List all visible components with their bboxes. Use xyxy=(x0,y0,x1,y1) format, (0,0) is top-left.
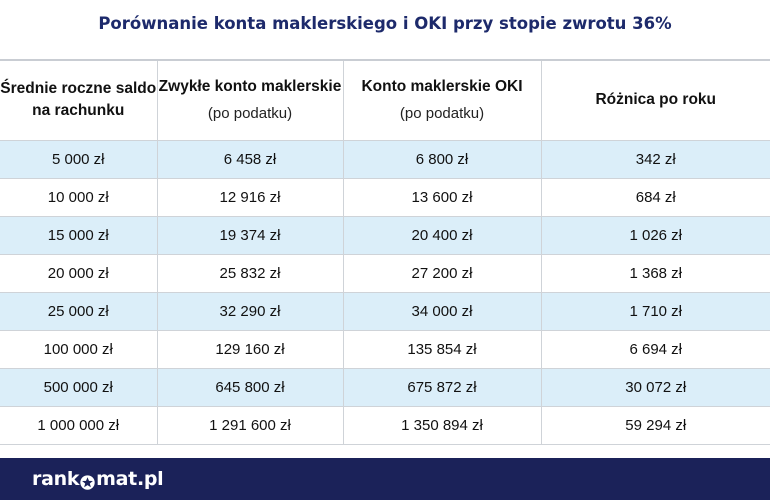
cell-regular: 32 290 zł xyxy=(156,291,344,331)
star-icon xyxy=(80,473,95,490)
cell-balance: 20 000 zł xyxy=(0,253,158,293)
footer-bar: rank mat.pl xyxy=(0,458,770,500)
cell-regular: 1 291 600 zł xyxy=(156,405,344,445)
cell-balance: 10 000 zł xyxy=(0,177,158,217)
logo-text-right: mat.pl xyxy=(96,468,164,490)
table-row: 500 000 zł 645 800 zł 675 872 zł 30 072 … xyxy=(0,367,770,407)
header-sublabel: (po podatku) xyxy=(399,104,485,122)
header-oki-account: Konto maklerskie OKI (po podatku) xyxy=(342,59,542,141)
header-label: Zwykłe konto maklerskie xyxy=(158,77,342,95)
table-row: 25 000 zł 32 290 zł 34 000 zł 1 710 zł xyxy=(0,291,770,331)
comparison-table: Średnie roczne saldo na rachunku Zwykłe … xyxy=(0,59,770,445)
cell-regular: 129 160 zł xyxy=(156,329,344,369)
header-difference: Różnica po roku xyxy=(540,59,770,141)
rankomat-logo[interactable]: rank mat.pl xyxy=(32,468,164,490)
cell-oki: 6 800 zł xyxy=(342,139,542,179)
cell-difference: 1 026 zł xyxy=(540,215,770,255)
cell-balance: 1 000 000 zł xyxy=(0,405,158,445)
table-row: 5 000 zł 6 458 zł 6 800 zł 342 zł xyxy=(0,139,770,179)
header-label: Konto maklerskie OKI xyxy=(361,77,523,95)
cell-regular: 12 916 zł xyxy=(156,177,344,217)
table-header-row: Średnie roczne saldo na rachunku Zwykłe … xyxy=(0,59,770,141)
cell-balance: 25 000 zł xyxy=(0,291,158,331)
cell-difference: 342 zł xyxy=(540,139,770,179)
table-row: 100 000 zł 129 160 zł 135 854 zł 6 694 z… xyxy=(0,329,770,369)
cell-regular: 645 800 zł xyxy=(156,367,344,407)
cell-balance: 500 000 zł xyxy=(0,367,158,407)
cell-oki: 135 854 zł xyxy=(342,329,542,369)
cell-regular: 6 458 zł xyxy=(156,139,344,179)
cell-difference: 59 294 zł xyxy=(540,405,770,445)
cell-difference: 1 710 zł xyxy=(540,291,770,331)
header-regular-account: Zwykłe konto maklerskie (po podatku) xyxy=(156,59,344,141)
cell-oki: 13 600 zł xyxy=(342,177,542,217)
table-row: 20 000 zł 25 832 zł 27 200 zł 1 368 zł xyxy=(0,253,770,293)
cell-oki: 1 350 894 zł xyxy=(342,405,542,445)
table-row: 15 000 zł 19 374 zł 20 400 zł 1 026 zł xyxy=(0,215,770,255)
cell-difference: 1 368 zł xyxy=(540,253,770,293)
cell-difference: 30 072 zł xyxy=(540,367,770,407)
cell-regular: 25 832 zł xyxy=(156,253,344,293)
cell-difference: 684 zł xyxy=(540,177,770,217)
cell-oki: 34 000 zł xyxy=(342,291,542,331)
cell-oki: 27 200 zł xyxy=(342,253,542,293)
header-sublabel: (po podatku) xyxy=(207,104,293,122)
header-label: Różnica po roku xyxy=(595,91,717,109)
table-row: 10 000 zł 12 916 zł 13 600 zł 684 zł xyxy=(0,177,770,217)
page-title: Porównanie konta maklerskiego i OKI przy… xyxy=(98,14,672,33)
header-label: Średnie roczne saldo na rachunku xyxy=(0,80,157,120)
cell-balance: 100 000 zł xyxy=(0,329,158,369)
table-row: 1 000 000 zł 1 291 600 zł 1 350 894 zł 5… xyxy=(0,405,770,445)
cell-regular: 19 374 zł xyxy=(156,215,344,255)
cell-difference: 6 694 zł xyxy=(540,329,770,369)
cell-balance: 5 000 zł xyxy=(0,139,158,179)
header-average-balance: Średnie roczne saldo na rachunku xyxy=(0,59,158,141)
logo-text-left: rank xyxy=(32,468,80,490)
cell-oki: 675 872 zł xyxy=(342,367,542,407)
cell-oki: 20 400 zł xyxy=(342,215,542,255)
cell-balance: 15 000 zł xyxy=(0,215,158,255)
